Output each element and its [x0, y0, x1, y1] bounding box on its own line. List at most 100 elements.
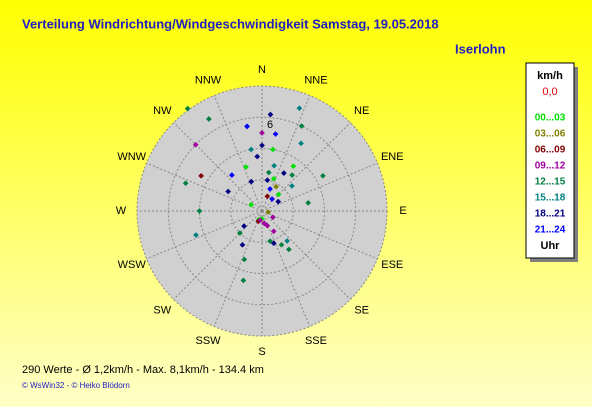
point [193, 232, 199, 238]
point [248, 201, 255, 208]
r-tick-label: 6 [267, 119, 273, 131]
point [270, 228, 277, 235]
point [270, 175, 277, 182]
point [275, 191, 282, 198]
point [265, 209, 271, 215]
legend-entry: 00...03 [535, 113, 566, 124]
chart-subtitle: Iserlohn [455, 41, 506, 56]
spoke [261, 122, 351, 212]
point [264, 177, 271, 184]
chart-title: Verteilung Windrichtung/Windgeschwindigk… [22, 16, 439, 31]
legend-entry: 21...24 [535, 225, 566, 236]
legend-entry: 03...06 [535, 129, 566, 140]
direction-label: S [258, 346, 265, 358]
point [269, 196, 275, 202]
point [269, 214, 276, 221]
point [267, 186, 273, 192]
point [259, 142, 265, 149]
point [289, 172, 295, 178]
point [270, 146, 276, 153]
spoke [173, 210, 263, 300]
footer: 290 Werte - Ø 1,2km/h - Max. 8,1km/h - 1… [22, 364, 264, 376]
point [290, 163, 297, 170]
point [320, 173, 326, 179]
point [265, 169, 272, 176]
direction-label: ESE [381, 259, 403, 271]
point [278, 242, 285, 248]
point [261, 220, 267, 227]
point [257, 217, 264, 224]
point [243, 164, 249, 170]
point [267, 238, 273, 245]
direction-label: SE [354, 305, 369, 317]
spoke [146, 210, 263, 260]
direction-label: WNW [117, 151, 146, 163]
spoke [261, 210, 351, 300]
direction-label: NW [153, 105, 172, 117]
point [248, 178, 255, 185]
direction-label: NNW [195, 75, 222, 87]
point [206, 116, 212, 122]
point [273, 183, 279, 190]
point [281, 170, 287, 176]
legend-footer: Uhr [541, 240, 561, 252]
direction-label: SSE [305, 335, 327, 347]
spoke [261, 210, 378, 260]
spoke [213, 95, 263, 212]
copyright: © WsWin32 - © Heiko Blödorn [22, 381, 130, 390]
point [286, 246, 292, 253]
point [241, 256, 248, 263]
point [298, 140, 304, 147]
legend-entry: 12...15 [535, 177, 566, 188]
direction-label: W [116, 205, 127, 217]
legend-entry: 18...21 [535, 209, 566, 220]
grid-ring [230, 179, 294, 243]
grid-ring [167, 116, 357, 306]
legend-title: km/h [537, 70, 563, 82]
point [271, 162, 277, 169]
calm-label: 0,0 [542, 86, 557, 98]
legend-entry: 15...18 [535, 193, 566, 204]
point [192, 141, 199, 148]
point [267, 111, 274, 118]
point [264, 193, 271, 200]
legend-box [525, 62, 575, 259]
spoke [213, 210, 263, 327]
direction-label: E [399, 205, 406, 217]
point [182, 180, 189, 187]
direction-label: ENE [381, 151, 404, 163]
point [184, 105, 191, 112]
point [305, 200, 311, 206]
spoke [146, 162, 263, 212]
direction-label: NE [354, 105, 369, 117]
direction-label: SW [153, 305, 171, 317]
spoke [261, 210, 311, 327]
point [241, 223, 247, 229]
point [296, 105, 303, 112]
point [289, 183, 295, 189]
direction-label: SSW [196, 335, 222, 347]
direction-label: WSW [118, 259, 147, 271]
point [198, 173, 204, 179]
point [254, 153, 261, 160]
point [225, 188, 231, 195]
grid-ring [136, 85, 388, 337]
point [237, 230, 243, 236]
point [284, 238, 290, 244]
point [229, 172, 235, 178]
point [240, 277, 247, 284]
legend-entry: 09...12 [535, 161, 566, 172]
point [275, 198, 282, 205]
point [239, 242, 246, 248]
legend-entry: 06...09 [535, 145, 566, 156]
point [259, 130, 265, 136]
spoke [173, 122, 263, 212]
spoke [261, 162, 378, 212]
point [272, 131, 279, 137]
direction-label: N [258, 64, 266, 76]
point [248, 146, 254, 153]
point [196, 208, 203, 214]
direction-label: NNE [304, 75, 327, 87]
point [270, 240, 277, 247]
